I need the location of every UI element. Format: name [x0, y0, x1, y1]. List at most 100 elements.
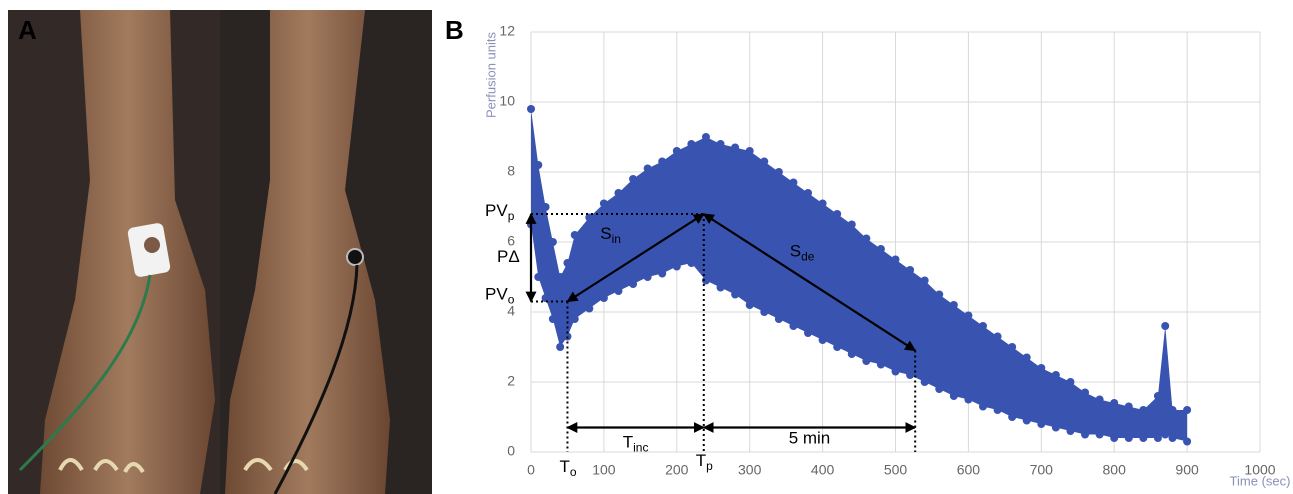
- point: [848, 221, 856, 229]
- annotation: PVp: [485, 201, 515, 223]
- point: [1169, 434, 1177, 442]
- point: [950, 301, 958, 309]
- point: [994, 333, 1002, 341]
- y-axis-title: Perfusion units: [483, 32, 498, 118]
- point: [1183, 406, 1191, 414]
- point: [614, 287, 622, 295]
- point: [614, 189, 622, 197]
- point: [921, 277, 929, 285]
- chart: 0246810120100200300400500600700800900100…: [483, 23, 1290, 489]
- point: [1066, 427, 1074, 435]
- point: [775, 168, 783, 176]
- point: [673, 263, 681, 271]
- point: [702, 133, 710, 141]
- x-tick-label: 0: [527, 462, 535, 478]
- point: [789, 179, 797, 187]
- annotation-subscript: p: [706, 459, 713, 473]
- point: [673, 147, 681, 155]
- point: [833, 210, 841, 218]
- point: [1161, 322, 1169, 330]
- x-tick-label: 700: [1030, 462, 1054, 478]
- annotation: To: [559, 457, 576, 479]
- point: [600, 200, 608, 208]
- point: [1183, 438, 1191, 446]
- point: [571, 315, 579, 323]
- point: [921, 378, 929, 386]
- point: [848, 350, 856, 358]
- point: [862, 235, 870, 243]
- point: [585, 305, 593, 313]
- point: [950, 392, 958, 400]
- point: [979, 322, 987, 330]
- annotation-text: T: [696, 451, 706, 470]
- annotation-subscript: p: [508, 209, 515, 223]
- point: [804, 329, 812, 337]
- y-tick-label: 2: [507, 373, 515, 389]
- point: [717, 140, 725, 148]
- point: [1052, 424, 1060, 432]
- point: [1008, 413, 1016, 421]
- annotation-text: PV: [485, 285, 508, 304]
- point: [644, 273, 652, 281]
- point: [1096, 396, 1104, 404]
- annotation-subscript: o: [508, 293, 515, 307]
- point: [892, 256, 900, 264]
- point: [1023, 354, 1031, 362]
- y-tick-label: 8: [507, 163, 515, 179]
- x-tick-label: 200: [665, 462, 689, 478]
- point: [556, 343, 564, 351]
- x-tick-label: 100: [592, 462, 616, 478]
- point: [964, 396, 972, 404]
- point: [1154, 392, 1162, 400]
- annotation: Tinc: [623, 433, 649, 455]
- point: [746, 301, 754, 309]
- point: [717, 284, 725, 292]
- panel-label: A: [18, 15, 37, 45]
- annotation-text: T: [559, 457, 569, 476]
- x-tick-label: 500: [884, 462, 908, 478]
- point: [1139, 406, 1147, 414]
- point: [571, 231, 579, 239]
- point: [600, 294, 608, 302]
- point: [1110, 399, 1118, 407]
- annotation: 5 min: [789, 429, 831, 448]
- point: [687, 259, 695, 267]
- point: [935, 291, 943, 299]
- x-axis-title: Time (sec): [1230, 473, 1291, 488]
- point: [1096, 431, 1104, 439]
- y-tick-label: 12: [499, 23, 515, 39]
- point: [563, 259, 571, 267]
- annotation-subscript: in: [612, 232, 621, 246]
- annotation: PΔ: [497, 247, 520, 266]
- point: [1037, 420, 1045, 428]
- point: [527, 105, 535, 113]
- point: [556, 273, 564, 281]
- y-tick-label: 10: [499, 93, 515, 109]
- x-tick-label: 300: [738, 462, 762, 478]
- photo: A: [8, 10, 432, 494]
- point: [534, 161, 542, 169]
- point: [731, 144, 739, 152]
- annotation-subscript: de: [801, 250, 815, 264]
- point: [862, 357, 870, 365]
- point: [906, 266, 914, 274]
- point: [789, 322, 797, 330]
- point: [658, 270, 666, 278]
- point: [979, 403, 987, 411]
- point: [542, 203, 550, 211]
- point: [731, 291, 739, 299]
- point: [1154, 434, 1162, 442]
- point: [1110, 434, 1118, 442]
- point: [1081, 431, 1089, 439]
- annotation-subscript: inc: [633, 441, 648, 455]
- x-tick-label: 800: [1103, 462, 1127, 478]
- point: [644, 165, 652, 173]
- point: [1139, 434, 1147, 442]
- point: [687, 140, 695, 148]
- annotation-text: 5 min: [789, 429, 831, 448]
- annotation-text: S: [600, 224, 611, 243]
- point: [1081, 389, 1089, 397]
- annotation-text: T: [623, 433, 633, 452]
- point: [1169, 406, 1177, 414]
- point: [1052, 371, 1060, 379]
